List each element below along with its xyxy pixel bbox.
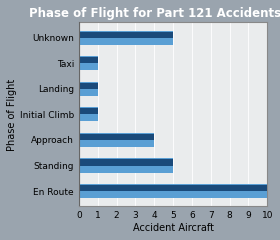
Bar bbox=[79, 83, 98, 89]
X-axis label: Accident Aircraft: Accident Aircraft bbox=[132, 223, 214, 233]
Bar bbox=[79, 82, 98, 96]
Bar bbox=[79, 159, 173, 166]
Y-axis label: Phase of Flight: Phase of Flight bbox=[7, 78, 17, 150]
Bar bbox=[79, 57, 98, 63]
Bar bbox=[79, 31, 173, 45]
Bar bbox=[79, 185, 267, 191]
Title: Phase of Flight for Part 121 Accidents 2012: Phase of Flight for Part 121 Accidents 2… bbox=[29, 7, 280, 20]
Bar bbox=[79, 133, 154, 147]
Bar bbox=[79, 184, 267, 198]
Bar bbox=[79, 32, 173, 38]
Bar bbox=[79, 134, 154, 140]
Bar bbox=[79, 108, 98, 114]
Bar bbox=[79, 108, 98, 121]
Bar bbox=[79, 158, 173, 173]
Bar bbox=[79, 56, 98, 70]
